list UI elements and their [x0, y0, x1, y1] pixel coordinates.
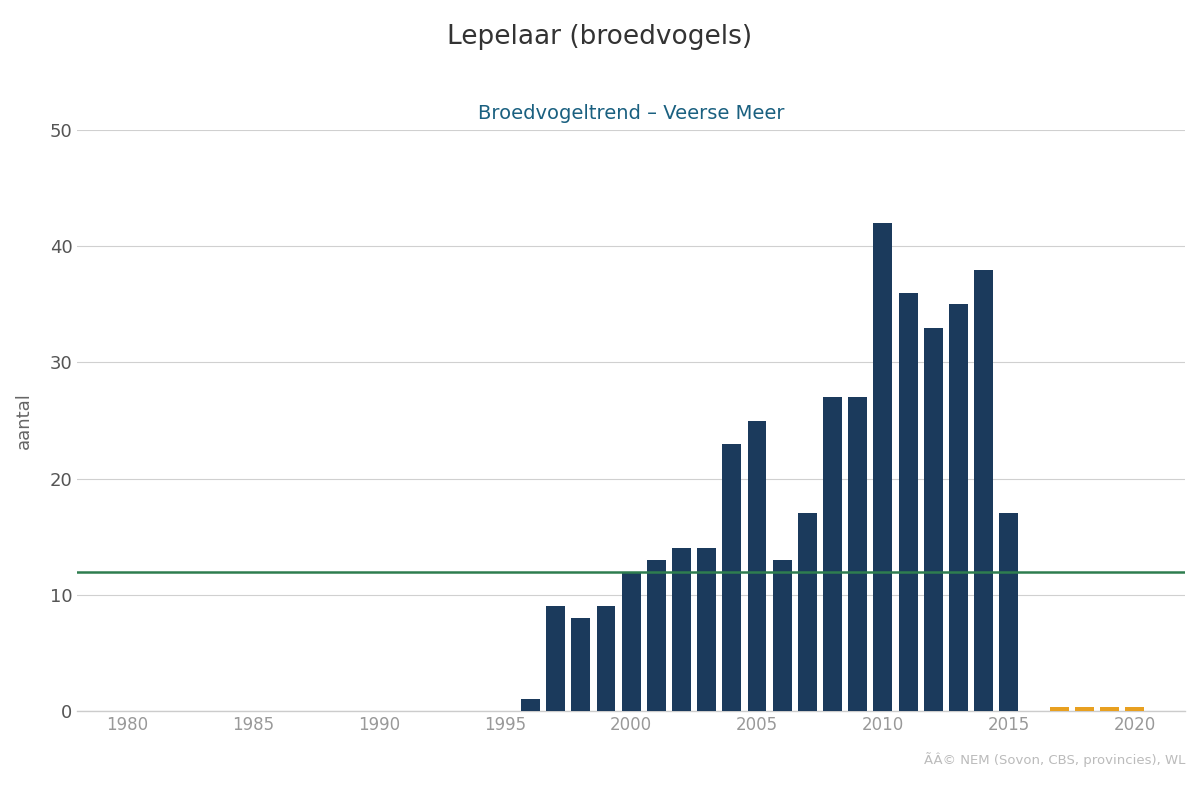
Bar	[1000, 514, 1019, 711]
Bar	[596, 606, 616, 711]
Text: ÃÂ© NEM (Sovon, CBS, provincies), WL: ÃÂ© NEM (Sovon, CBS, provincies), WL	[924, 751, 1186, 766]
Title: Broedvogeltrend – Veerse Meer: Broedvogeltrend – Veerse Meer	[478, 104, 785, 123]
Bar	[899, 293, 918, 711]
Bar	[1100, 707, 1118, 711]
Text: Lepelaar (broedvogels): Lepelaar (broedvogels)	[448, 24, 752, 50]
Bar	[546, 606, 565, 711]
Bar	[848, 398, 868, 711]
Bar	[798, 514, 817, 711]
Bar	[1050, 707, 1068, 711]
Bar	[924, 327, 943, 711]
Bar	[949, 304, 968, 711]
Bar	[622, 571, 641, 711]
Bar	[672, 548, 691, 711]
Bar	[722, 444, 742, 711]
Bar	[1075, 707, 1093, 711]
Bar	[1126, 707, 1144, 711]
Bar	[571, 618, 590, 711]
Bar	[974, 270, 994, 711]
Y-axis label: aantal: aantal	[14, 392, 32, 449]
Bar	[874, 223, 893, 711]
Bar	[647, 560, 666, 711]
Bar	[748, 421, 767, 711]
Bar	[773, 560, 792, 711]
Bar	[521, 699, 540, 711]
Bar	[697, 548, 716, 711]
Bar	[823, 398, 842, 711]
